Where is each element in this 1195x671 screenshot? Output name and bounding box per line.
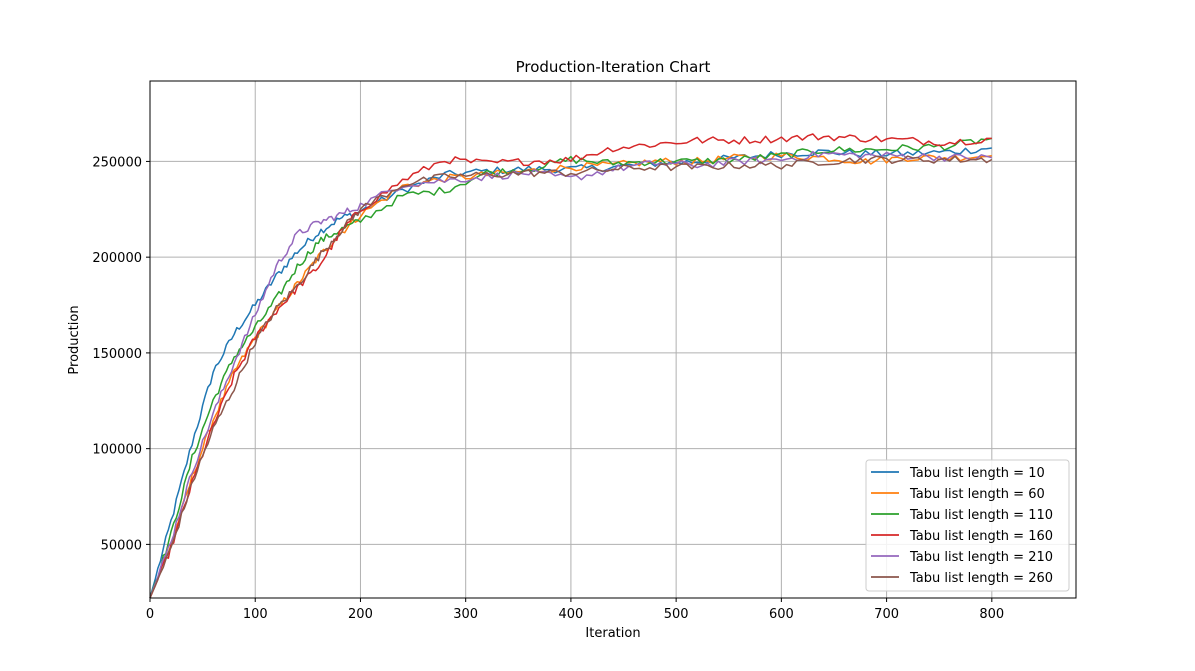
series-line-4 <box>149 150 992 599</box>
legend-entry: Tabu list length = 160 <box>909 529 1053 544</box>
series-line-5 <box>149 155 993 599</box>
legend-entry: Tabu list length = 60 <box>909 487 1045 502</box>
x-tick-label: 0 <box>146 607 154 622</box>
x-axis-label: Iteration <box>585 626 640 641</box>
x-tick-label: 400 <box>558 607 583 622</box>
x-tick-label: 100 <box>243 607 268 622</box>
axis-ticks: 0 100 200 300 400 500 600 700 800 50000 100000 1500… <box>92 155 1004 622</box>
x-tick-label: 300 <box>453 607 478 622</box>
x-tick-label: 200 <box>348 607 373 622</box>
legend-entry: Tabu list length = 10 <box>909 466 1045 481</box>
y-tick-label: 50000 <box>101 538 142 553</box>
x-tick-label: 500 <box>664 607 689 622</box>
legend-entry: Tabu list length = 210 <box>909 550 1053 565</box>
x-tick-label: 800 <box>979 607 1004 622</box>
series-line-0 <box>149 147 992 599</box>
y-tick-label: 250000 <box>92 155 142 170</box>
y-tick-label: 200000 <box>92 251 142 266</box>
series-line-2 <box>149 137 992 599</box>
plot-frame <box>149 80 1077 599</box>
series-lines <box>149 133 993 599</box>
legend-box <box>865 459 1070 592</box>
series-line-3 <box>149 133 992 599</box>
legend-entry: Tabu list length = 110 <box>909 508 1053 523</box>
legend-entry: Tabu list length = 260 <box>909 571 1053 586</box>
y-tick-label: 100000 <box>92 443 142 458</box>
y-axis-label: Production <box>67 305 82 374</box>
series-line-1 <box>149 152 992 599</box>
legend: Tabu list length = 10 Tabu list length = … <box>865 459 1070 592</box>
y-tick-label: 150000 <box>92 347 142 362</box>
x-tick-label: 600 <box>769 607 794 622</box>
x-tick-label: 700 <box>874 607 899 622</box>
chart-title: Production-Iteration Chart <box>516 58 711 76</box>
